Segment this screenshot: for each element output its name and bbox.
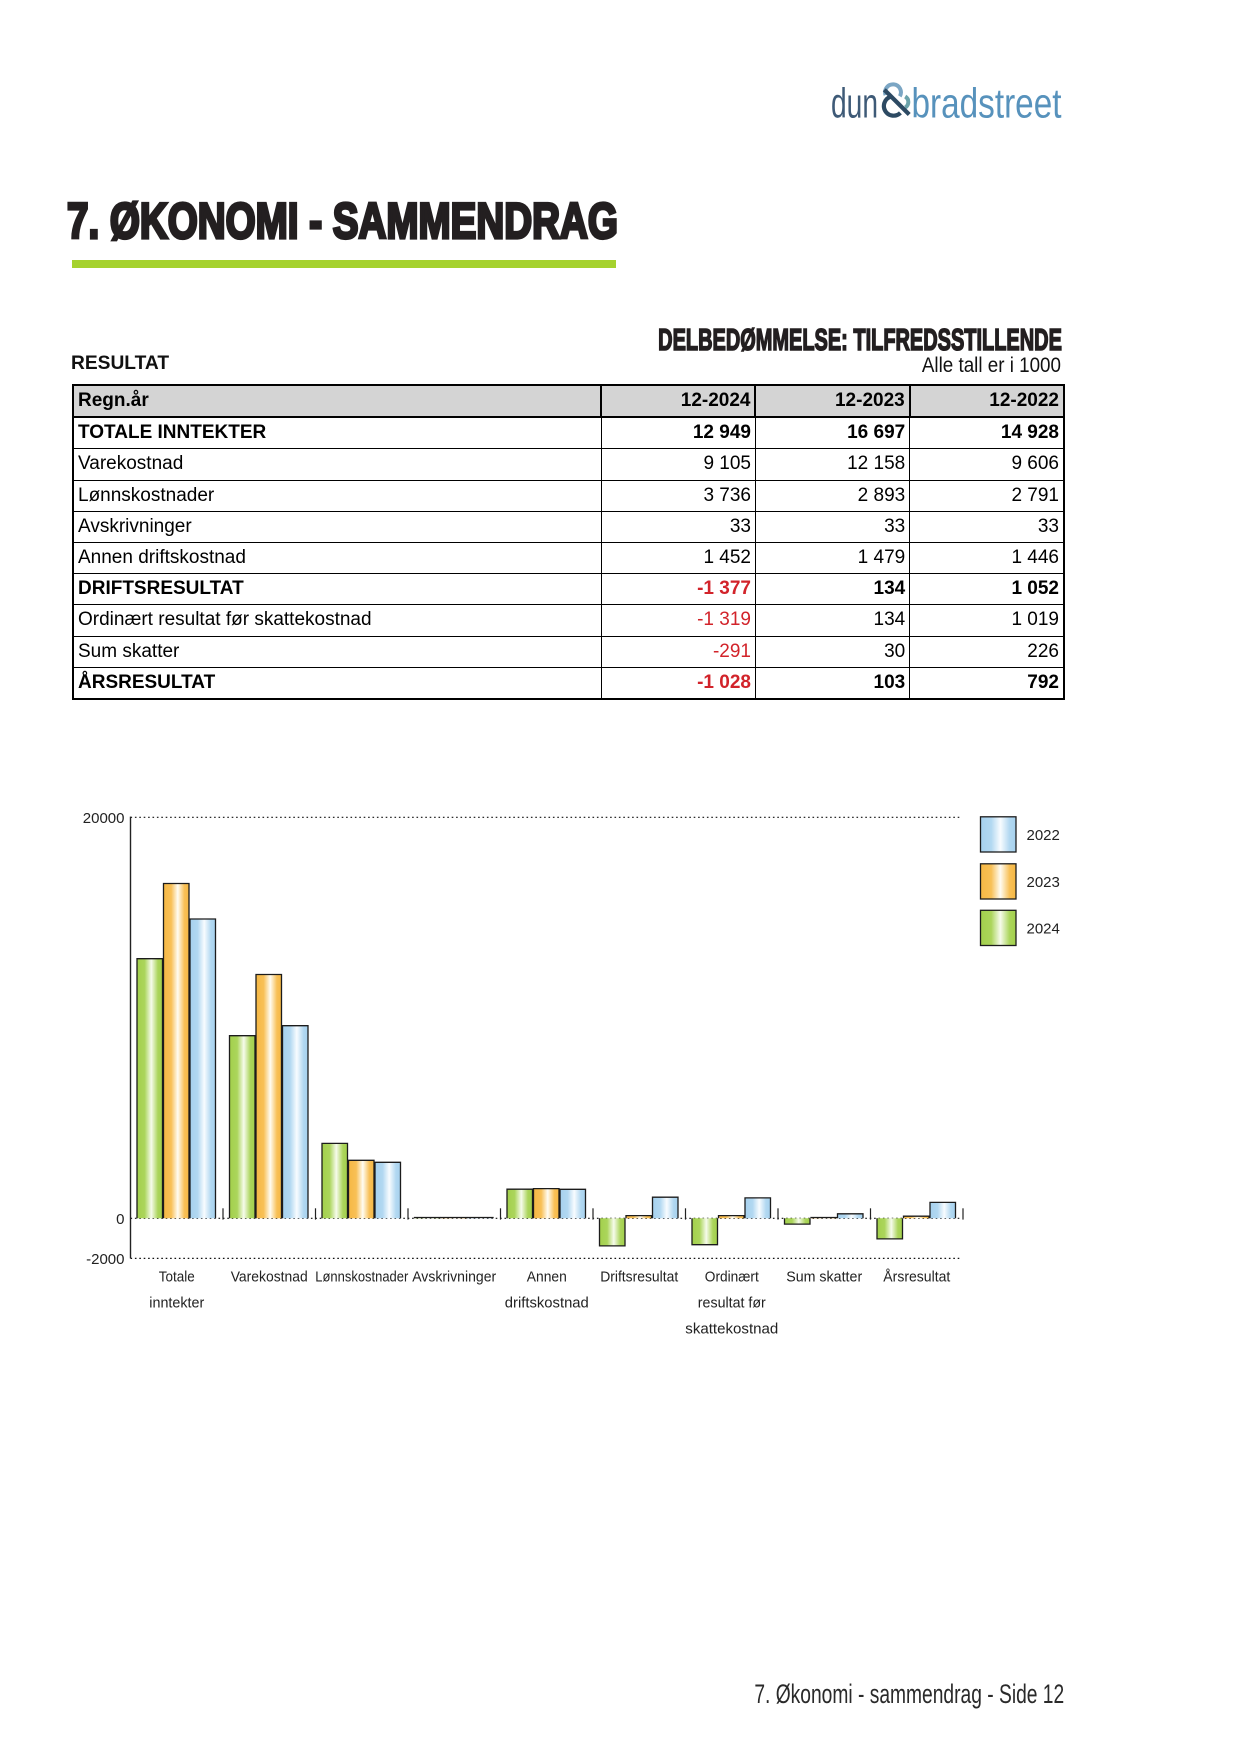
svg-text:Avskrivninger: Avskrivninger [412,1269,496,1286]
svg-text:2023: 2023 [1027,874,1060,891]
svg-text:resultat før: resultat før [698,1295,766,1312]
svg-text:20000: 20000 [83,810,125,827]
svg-text:driftskostnad: driftskostnad [505,1295,589,1312]
svg-text:Annen: Annen [527,1269,567,1286]
svg-text:skattekostnad: skattekostnad [685,1321,778,1338]
svg-text:Totale: Totale [159,1269,195,1286]
svg-text:Lønnskostnader: Lønnskostnader [315,1269,408,1286]
svg-text:-2000: -2000 [86,1251,124,1268]
svg-text:dun: dun [831,80,878,127]
svg-text:2024: 2024 [1027,920,1060,937]
svg-text:Sum skatter: Sum skatter [786,1269,862,1286]
svg-text:2022: 2022 [1027,827,1060,844]
svg-text:0: 0 [116,1211,124,1228]
svg-text:Driftsresultat: Driftsresultat [600,1269,679,1286]
svg-text:bradstreet: bradstreet [912,80,1062,127]
svg-text:inntekter: inntekter [149,1295,204,1312]
svg-text:Ordinært: Ordinært [705,1269,760,1286]
svg-text:Varekostnad: Varekostnad [231,1269,308,1286]
svg-text:Årsresultat: Årsresultat [883,1269,951,1286]
